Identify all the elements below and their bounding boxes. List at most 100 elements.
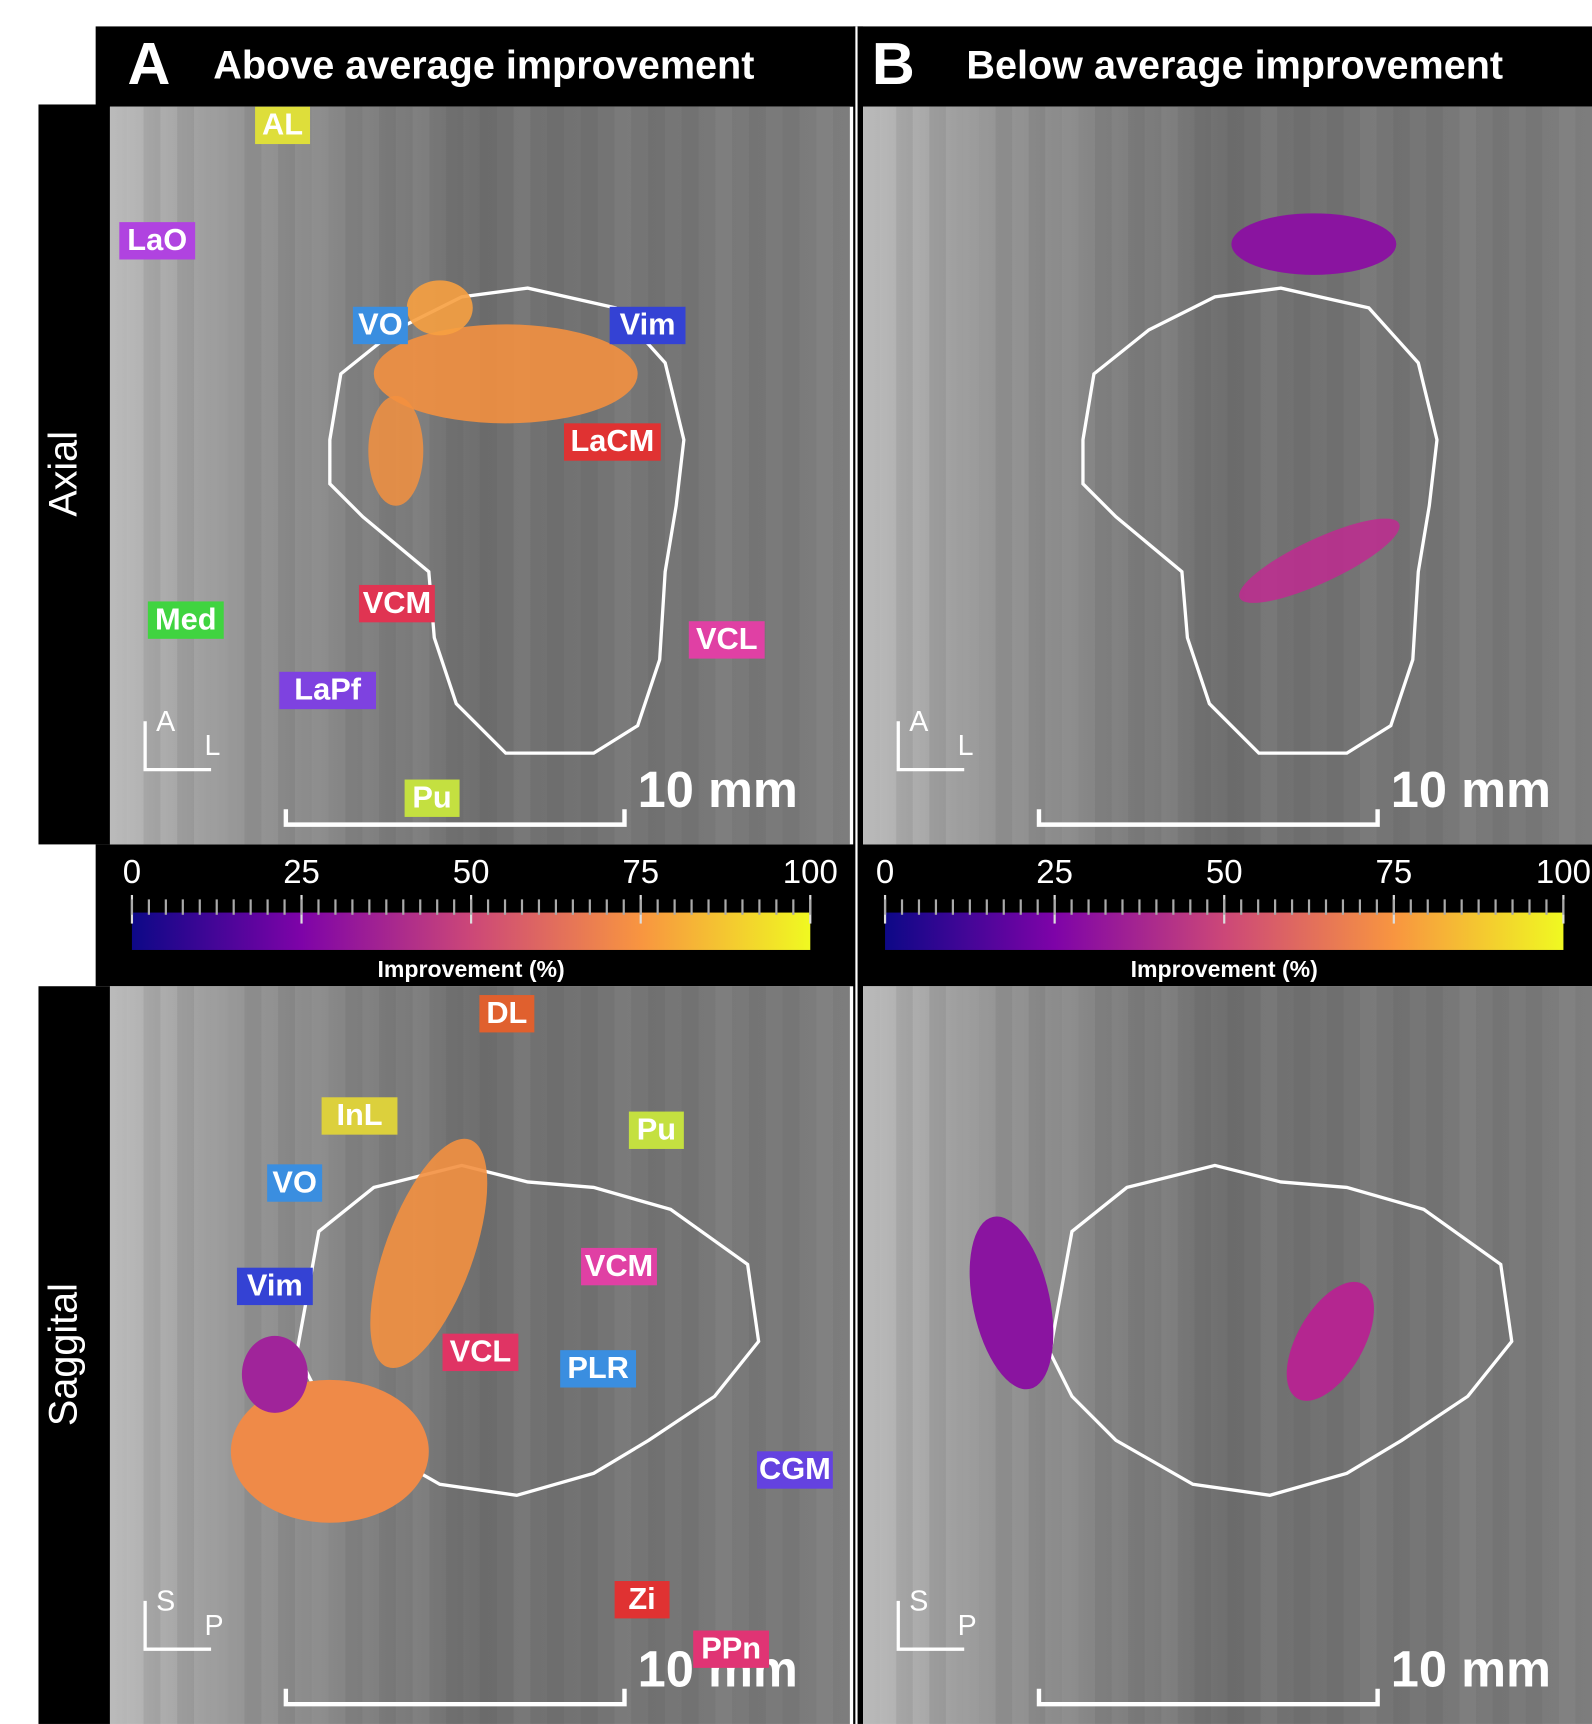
- colorbar-tick-label: 100: [783, 853, 838, 890]
- divider: [853, 26, 864, 1724]
- row-label: Axial: [41, 431, 85, 517]
- mri-texture: [1360, 106, 1377, 845]
- mri-texture: [244, 106, 262, 845]
- colorbar-tick-label: 25: [1036, 853, 1073, 890]
- colorbar-tick-label: 25: [283, 853, 320, 890]
- region-label-bg: [756, 1451, 833, 1489]
- colorbar-tick-label: 75: [1375, 853, 1412, 890]
- activation-blob: [368, 395, 424, 506]
- mri-texture: [143, 986, 161, 1724]
- panel-title: Above average improvement: [213, 44, 754, 88]
- mri-texture: [1525, 106, 1543, 845]
- mri-texture: [681, 986, 699, 1724]
- mri-texture: [278, 106, 295, 845]
- colorbar-tick-label: 50: [1206, 853, 1243, 890]
- region-label: Vim: [620, 307, 676, 342]
- region-label-bg: [479, 995, 535, 1033]
- region-label: VO: [272, 1164, 316, 1199]
- mri-texture: [1227, 106, 1245, 845]
- mri-texture: [748, 986, 766, 1724]
- colorbar-tick-label: 75: [622, 853, 659, 890]
- region-label: LaO: [127, 222, 187, 257]
- orientation-right: L: [204, 730, 220, 762]
- mri-texture: [1426, 986, 1443, 1724]
- mri-texture: [547, 986, 564, 1724]
- activation-blob: [1239, 518, 1400, 603]
- region-label: InL: [336, 1097, 382, 1132]
- mri-texture: [896, 106, 913, 845]
- mri-texture: [1558, 986, 1576, 1724]
- region-label-bg: [267, 1164, 323, 1202]
- mri-texture: [995, 106, 1013, 845]
- orientation-arrows: [143, 1600, 212, 1651]
- mri-texture: [1393, 986, 1410, 1724]
- mri-texture: [1161, 986, 1178, 1724]
- scale-bar-label: 10 mm: [638, 761, 798, 818]
- activation-blob: [406, 280, 473, 336]
- panel-letter: A: [128, 30, 171, 97]
- mri-texture: [1128, 986, 1145, 1724]
- mri-texture: [311, 106, 329, 845]
- region-label-bg: [581, 1247, 657, 1286]
- region-label: LaCM: [571, 423, 655, 458]
- activation-blob: [370, 1138, 488, 1369]
- mri-texture: [109, 986, 127, 1724]
- mri-texture: [143, 106, 161, 845]
- region-label-bg: [688, 621, 765, 659]
- mri-texture: [782, 106, 800, 845]
- mri-texture: [1028, 106, 1046, 845]
- mri-texture: [681, 106, 699, 845]
- mri-texture: [1558, 106, 1576, 845]
- mri-image: [109, 106, 850, 845]
- region-label: VO: [358, 307, 402, 342]
- mri-texture: [1061, 106, 1079, 845]
- mri-texture: [1194, 986, 1211, 1724]
- mri-texture: [580, 106, 598, 845]
- mri-texture: [1426, 106, 1443, 845]
- mri-texture: [782, 986, 800, 1724]
- mri-texture: [863, 986, 880, 1724]
- orientation-right: P: [958, 1610, 977, 1642]
- activation-blob: [1231, 213, 1397, 275]
- mri-texture: [1459, 106, 1477, 845]
- region-label: LaPf: [294, 672, 361, 707]
- colorbar-tick-label: 0: [876, 853, 894, 890]
- activation-blob: [241, 1335, 308, 1413]
- region-label: DL: [486, 995, 527, 1030]
- activation-blob: [1286, 1281, 1374, 1401]
- region-label-bg: [236, 1267, 313, 1306]
- mri-texture: [962, 986, 980, 1724]
- mri-texture: [177, 986, 195, 1724]
- orientation-up: A: [909, 706, 928, 738]
- mri-texture: [345, 106, 363, 845]
- mri-texture: [614, 106, 632, 845]
- region-label: Vim: [247, 1268, 303, 1303]
- orientation-arrows: [143, 721, 212, 772]
- activation-blob: [373, 324, 638, 424]
- header-bar: [95, 26, 1592, 107]
- orientation-right: P: [204, 1610, 223, 1642]
- mri-texture: [547, 106, 564, 845]
- thalamus-outline: [1048, 1163, 1514, 1497]
- region-label: Pu: [637, 1111, 676, 1146]
- mri-texture: [1128, 106, 1145, 845]
- mri-texture: [513, 106, 531, 845]
- activation-blob: [969, 1216, 1054, 1390]
- mri-texture: [513, 986, 531, 1724]
- mri-texture: [863, 106, 880, 845]
- region-label-bg: [560, 1350, 637, 1388]
- mri-texture: [446, 106, 464, 845]
- orientation-up: A: [156, 706, 175, 738]
- region-label: Med: [155, 601, 217, 636]
- thalamus-outline: [328, 286, 686, 755]
- scale-bar: [283, 1688, 627, 1707]
- region-label-bg: [321, 1097, 398, 1135]
- orientation-right: L: [958, 730, 974, 762]
- mri-texture: [648, 106, 665, 845]
- orientation-up: S: [156, 1586, 175, 1618]
- region-label-bg: [358, 584, 435, 623]
- panel-letter: B: [872, 30, 915, 97]
- mri-texture: [816, 106, 834, 845]
